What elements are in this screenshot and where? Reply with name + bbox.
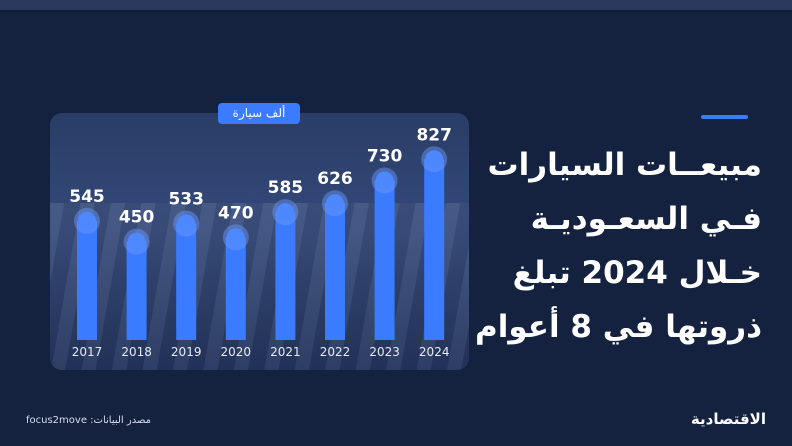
bar-2019 <box>176 223 197 340</box>
x-tick-2017: 2017 <box>72 345 103 359</box>
bar-2020 <box>225 237 246 340</box>
top-bar <box>0 0 792 10</box>
headline-accent-line <box>701 115 748 119</box>
chart-panel <box>50 113 469 370</box>
data-label-2023: 730 <box>367 146 403 166</box>
x-tick-2023: 2023 <box>369 345 400 359</box>
data-label-2020: 470 <box>218 203 254 223</box>
bar-cap-2022 <box>326 194 344 213</box>
bar-2024 <box>424 159 445 340</box>
bar-cap-2024 <box>425 150 444 169</box>
unit-label: ألف سيارة <box>218 103 300 124</box>
bar-cap-2020 <box>226 228 245 247</box>
bar-2017 <box>77 220 97 340</box>
headline-line-2: فـي السعـوديـة <box>530 201 762 237</box>
x-tick-2020: 2020 <box>221 345 252 359</box>
data-label-2018: 450 <box>119 208 155 228</box>
data-label-2024: 827 <box>416 125 452 145</box>
bar-cap-2018 <box>127 232 146 251</box>
headline: مبيعــات السيارات فـي السعـوديـة خـلال 2… <box>472 138 762 354</box>
headline-line-4: ذروتها في 8 أعوام <box>475 309 762 345</box>
x-tick-2022: 2022 <box>320 345 351 359</box>
data-label-2021: 585 <box>268 178 304 198</box>
headline-line-1: مبيعــات السيارات <box>487 147 762 183</box>
source-note: مصدر البيانات: focus2move <box>26 415 151 426</box>
data-label-2017: 545 <box>69 187 105 207</box>
bar-2023 <box>374 180 395 340</box>
data-label-2019: 533 <box>168 190 204 210</box>
publisher-logo: الاقتصادية <box>690 410 766 428</box>
bar-cap-2017 <box>78 211 96 230</box>
x-tick-2019: 2019 <box>171 345 202 359</box>
x-tick-2024: 2024 <box>419 345 450 359</box>
top-bar-divider <box>0 10 792 12</box>
bar-2022 <box>325 203 345 340</box>
chart-panel-background-photo <box>50 203 469 370</box>
bar-cap-2023 <box>375 171 394 190</box>
bar-cap-2021 <box>276 203 295 222</box>
x-tick-2021: 2021 <box>270 345 301 359</box>
data-label-2022: 626 <box>317 169 353 189</box>
bar-cap-2019 <box>177 214 196 233</box>
bar-2018 <box>126 241 147 340</box>
x-tick-2018: 2018 <box>121 345 152 359</box>
headline-line-3: خـلال 2024 تبلغ <box>512 255 762 291</box>
bar-2021 <box>275 212 296 340</box>
